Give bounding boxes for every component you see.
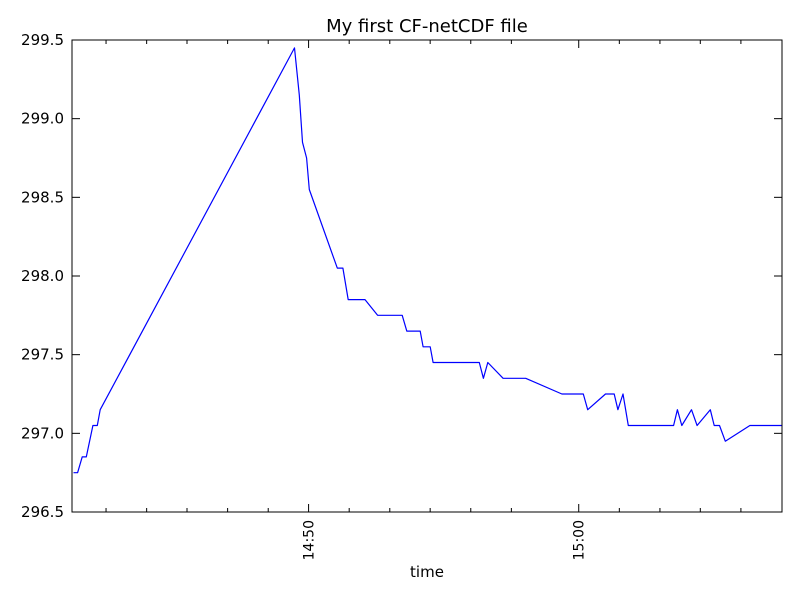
y-tick-label: 298.0 [21, 267, 64, 285]
y-tick-label: 298.5 [21, 188, 64, 206]
y-tick-label: 296.5 [21, 503, 64, 521]
series-line [73, 47, 782, 474]
y-tick-label: 299.0 [21, 110, 64, 128]
y-tick-label: 297.5 [21, 346, 64, 364]
x-tick-label: 14:50 [302, 520, 318, 560]
axes: 296.5 297.0 297.5 298.0 298.5 299.0 299.5 14:50… [21, 31, 782, 560]
y-tick-label: 297.0 [21, 424, 64, 442]
y-tick-label: 299.5 [21, 31, 64, 49]
x-tick-label: 15:00 [572, 520, 588, 560]
series-layer [73, 47, 782, 474]
x-axis-label: time [410, 563, 444, 581]
plot-frame [71, 39, 783, 513]
chart-title: My first CF-netCDF file [326, 16, 528, 37]
